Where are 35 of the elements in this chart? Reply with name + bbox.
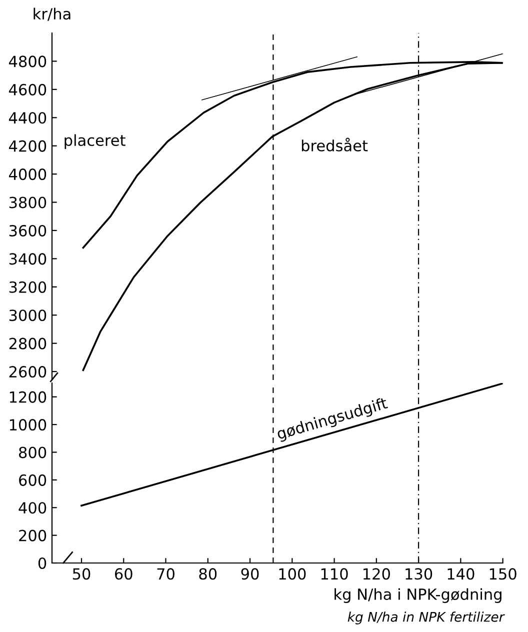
y-tick-label: 200 [19,530,46,542]
y-tick-label: 1000 [10,419,46,431]
y-tick-label: 4600 [9,84,46,96]
x-axis-title: kg N/ha i NPK-gødning [334,588,502,603]
y-tick-label: 600 [19,474,46,486]
x-tick-label: 90 [241,568,259,580]
x-tick-label: 130 [406,568,432,580]
y-tick-label: 4800 [9,56,46,68]
x-tick-label: 100 [279,568,306,580]
y-tick-label: 400 [18,502,46,514]
y-tick-label: 4400 [9,112,46,124]
y-tick-label: 3400 [9,253,46,265]
y-axis-title: kr/ha [34,8,70,21]
y-tick-label: 1200 [10,391,46,403]
text: kg N/ha in NPK fertilizer [348,612,505,624]
x-tick-label: 70 [157,568,174,580]
x-tick-label: 60 [114,568,132,580]
y-tick-label: 800 [19,446,46,458]
y-tick-label: 3600 [9,224,46,236]
y-tick-label: 3000 [9,310,46,322]
y-tick-label: 3800 [9,196,46,208]
x-tick-label: 140 [448,568,474,580]
y-tick-label: 3200 [9,281,46,293]
y-tick-label: 0 [38,557,46,570]
y-tick-label: 4000 [9,168,46,180]
x-tick-label: 110 [321,568,348,580]
y-tick-label: 2600 [9,366,46,378]
y-tick-label: 4200 [9,140,46,152]
series-label: placeret [64,134,126,150]
x-tick-label: 150 [490,568,516,580]
x-tick-label: 80 [199,568,217,580]
series-label: bredsået [302,138,368,152]
x-tick-label: 120 [364,568,390,580]
y-tick-label: 2800 [9,338,46,350]
x-tick-label: 50 [72,568,90,580]
